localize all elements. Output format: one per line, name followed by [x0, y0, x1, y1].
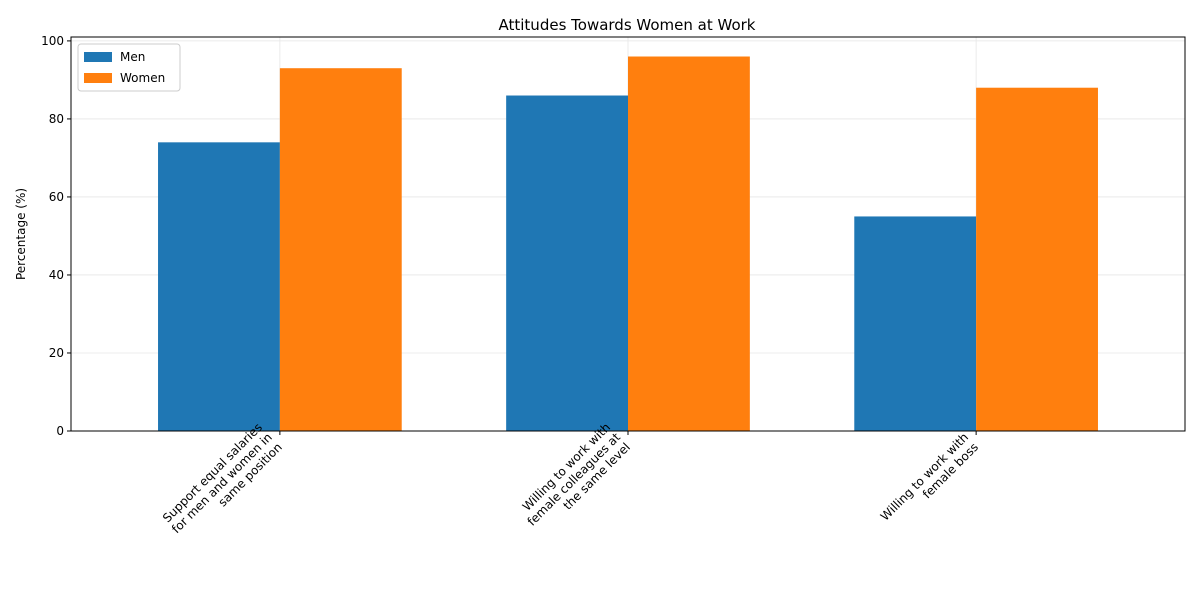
legend-label-women: Women — [120, 71, 165, 85]
y-tick-label: 100 — [41, 34, 64, 48]
bar-women-1 — [279, 68, 402, 432]
bar-women-2 — [628, 56, 750, 432]
bar-men-3 — [854, 216, 977, 431]
bar-men-2 — [506, 95, 628, 431]
y-tick-label: 20 — [49, 346, 64, 360]
bars — [158, 56, 1098, 432]
legend-label-men: Men — [120, 50, 145, 64]
y-tick-label: 40 — [49, 268, 64, 282]
x-tick-label-line: Willing to work with — [878, 430, 971, 523]
legend-swatch-men — [84, 52, 112, 62]
bar-men-1 — [158, 142, 280, 432]
y-tick-label: 60 — [49, 190, 64, 204]
y-tick-label: 0 — [56, 424, 64, 438]
y-axis-label: Percentage (%) — [14, 188, 28, 280]
y-axis-ticks: 0 20 40 60 80 100 — [41, 34, 71, 438]
bar-women-3 — [976, 87, 1098, 432]
x-tick-label-line: for men and women in — [169, 430, 275, 536]
legend: Men Women — [77, 43, 181, 92]
chart-title: Attitudes Towards Women at Work — [499, 16, 756, 34]
x-tick-label-line: female colleagues at — [525, 430, 624, 529]
legend-swatch-women — [84, 73, 112, 83]
y-tick-label: 80 — [49, 112, 64, 126]
